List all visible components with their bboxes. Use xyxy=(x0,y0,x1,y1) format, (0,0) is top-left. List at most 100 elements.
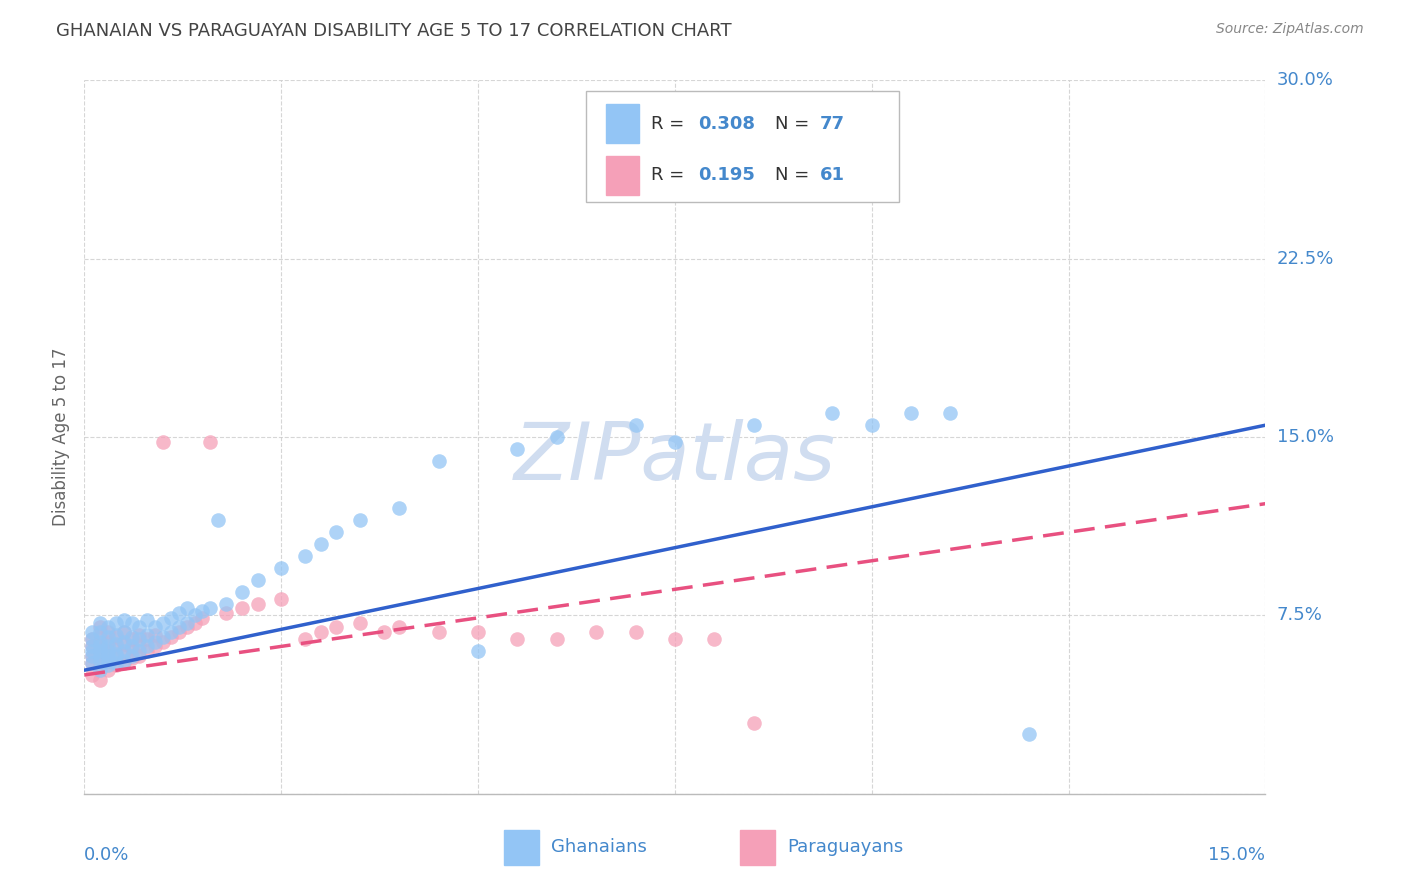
Point xyxy=(939,406,962,420)
Point xyxy=(89,625,111,640)
Point xyxy=(467,625,489,640)
Point xyxy=(388,501,411,516)
Point xyxy=(104,640,127,654)
Point xyxy=(136,644,159,658)
Text: 15.0%: 15.0% xyxy=(1208,847,1265,864)
Point xyxy=(294,549,316,563)
Point xyxy=(112,656,135,670)
Point xyxy=(176,601,198,615)
Point xyxy=(183,608,205,623)
Point xyxy=(97,625,120,640)
Point xyxy=(624,625,647,640)
Point xyxy=(506,442,529,456)
Text: 30.0%: 30.0% xyxy=(1277,71,1333,89)
Point xyxy=(121,632,143,647)
Text: N =: N = xyxy=(775,114,815,133)
Text: N =: N = xyxy=(775,166,815,185)
Point xyxy=(128,620,150,634)
Point xyxy=(82,640,104,654)
Point xyxy=(349,513,371,527)
Point xyxy=(143,627,166,641)
Point xyxy=(89,615,111,630)
Point xyxy=(167,625,190,640)
Point xyxy=(325,525,347,540)
Text: 7.5%: 7.5% xyxy=(1277,607,1323,624)
Bar xyxy=(740,830,775,864)
Point xyxy=(664,632,686,647)
Point xyxy=(89,640,111,654)
Point xyxy=(82,648,104,663)
Point xyxy=(89,654,111,668)
Point xyxy=(97,654,120,668)
Text: R =: R = xyxy=(651,166,690,185)
Point xyxy=(664,434,686,449)
Y-axis label: Disability Age 5 to 17: Disability Age 5 to 17 xyxy=(52,348,70,526)
Point xyxy=(160,625,183,640)
Point xyxy=(143,634,166,648)
Point xyxy=(200,601,222,615)
Bar xyxy=(606,103,640,143)
Point xyxy=(97,648,120,663)
Point xyxy=(136,627,159,641)
Point xyxy=(128,640,150,654)
Point xyxy=(546,430,568,444)
Point xyxy=(128,648,150,663)
Point xyxy=(104,630,127,644)
Point xyxy=(136,632,159,647)
Point xyxy=(112,644,135,658)
Point xyxy=(128,632,150,647)
Point xyxy=(89,663,111,677)
Text: GHANAIAN VS PARAGUAYAN DISABILITY AGE 5 TO 17 CORRELATION CHART: GHANAIAN VS PARAGUAYAN DISABILITY AGE 5 … xyxy=(56,22,733,40)
Point xyxy=(112,637,135,651)
Point xyxy=(82,668,104,682)
Text: Paraguayans: Paraguayans xyxy=(787,838,903,856)
Point xyxy=(104,648,127,663)
Point xyxy=(270,591,292,606)
Point xyxy=(82,632,104,647)
Point xyxy=(82,648,104,663)
Point xyxy=(176,620,198,634)
Point xyxy=(112,647,135,661)
Point xyxy=(82,632,104,647)
Text: 0.0%: 0.0% xyxy=(84,847,129,864)
Text: R =: R = xyxy=(651,114,690,133)
Point xyxy=(215,606,238,620)
Point xyxy=(200,434,222,449)
Text: 22.5%: 22.5% xyxy=(1277,250,1334,268)
Point xyxy=(97,630,120,644)
Point xyxy=(183,615,205,630)
Point xyxy=(136,640,159,654)
Point xyxy=(506,632,529,647)
Point xyxy=(191,611,214,625)
Point xyxy=(89,648,111,663)
Bar xyxy=(606,155,640,194)
Point xyxy=(82,640,104,654)
Point xyxy=(128,627,150,641)
Point xyxy=(309,625,332,640)
Point xyxy=(742,418,765,433)
Point xyxy=(89,648,111,663)
Point xyxy=(427,454,450,468)
Point xyxy=(104,615,127,630)
Point xyxy=(128,644,150,658)
Point xyxy=(1018,727,1040,741)
Point xyxy=(152,634,174,648)
Point xyxy=(167,606,190,620)
Point xyxy=(112,654,135,668)
Point xyxy=(207,513,229,527)
Point xyxy=(703,632,725,647)
Point xyxy=(82,656,104,670)
Point xyxy=(160,630,183,644)
Point xyxy=(82,644,104,658)
Point xyxy=(89,673,111,687)
Point xyxy=(585,625,607,640)
Point xyxy=(97,640,120,654)
Point xyxy=(546,632,568,647)
Point xyxy=(467,644,489,658)
Point xyxy=(270,561,292,575)
Point xyxy=(104,648,127,663)
Point xyxy=(215,597,238,611)
Point xyxy=(104,637,127,651)
Point xyxy=(349,615,371,630)
Point xyxy=(160,611,183,625)
